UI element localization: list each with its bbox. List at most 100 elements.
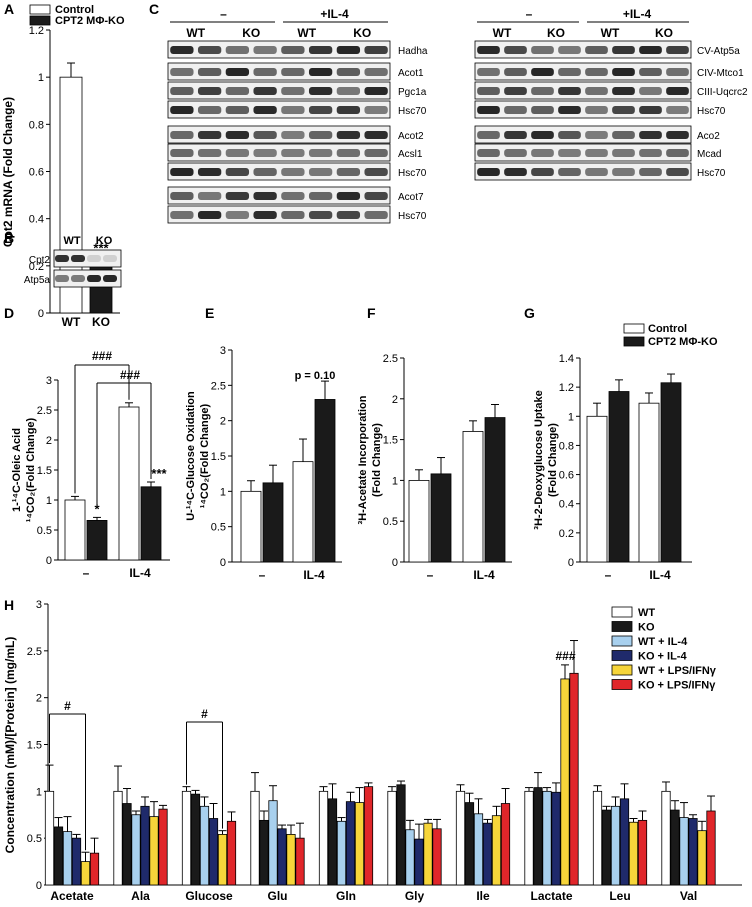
panel-e-ytick-label-2: 1 (220, 486, 226, 498)
panel-h-bar-glucose-s4 (217, 834, 228, 886)
panel-b-band (71, 255, 85, 262)
panel-c-right-label-0: CV-Atp5a (697, 46, 740, 57)
panel-c-right-band (558, 46, 581, 54)
panel-a-ytick-label-4: 0.8 (29, 119, 44, 131)
panel-e-ytick-label-4: 2 (220, 416, 226, 428)
panel-h-ylabel: Concentration (mM)/[Protein] (mg/mL) (3, 637, 17, 854)
panel-letter-e: E (205, 305, 214, 321)
panel-h-bar-gln-s5 (363, 786, 374, 886)
panel-h-bar-glucose-s3 (208, 818, 219, 886)
panel-h-legend-swatch-1 (611, 621, 633, 632)
panel-c-right-band (666, 106, 689, 114)
panel-c-left-band (336, 168, 361, 176)
panel-c-right-band (612, 68, 635, 76)
panel-h-xtick-gly: Gly (405, 889, 425, 903)
legend-top-ko-swatch (29, 15, 51, 26)
panel-c-left-band (197, 131, 222, 139)
panel-h-bar-gly-s0 (387, 790, 397, 886)
panel-c-left-band (253, 168, 277, 176)
panel-c-left-band (336, 131, 361, 139)
panel-c-left-blot-row-3 (167, 100, 391, 119)
panel-c-left-band (281, 168, 305, 176)
panel-c-left-label-4: Acot2 (398, 131, 424, 142)
panel-c-left-band (225, 168, 250, 176)
panel-a-ytick-label-5: 1 (38, 72, 44, 84)
panel-c-right-blot-row-6 (474, 162, 692, 181)
panel-h-ytick-label-5: 2.5 (27, 646, 42, 658)
panel-h-bar-ala-s1 (122, 803, 132, 886)
panel-c-right-band (666, 87, 689, 95)
panel-c-right-band (639, 106, 662, 114)
panel-c-left-band (225, 192, 250, 200)
panel-c-right-band (666, 46, 689, 54)
panel-f-ylabel-0: ³H-Acetate Incorporation (357, 395, 369, 524)
panel-c-left-band (253, 46, 277, 54)
panel-c-left-band (336, 106, 361, 114)
panel-f-ytick-label-3: 1.5 (383, 435, 398, 447)
panel-letter-b: B (4, 230, 14, 246)
panel-h-bar-ile-s5 (500, 803, 511, 886)
panel-c-left-band (170, 106, 194, 114)
panel-c-left-band (281, 131, 305, 139)
panel-c-right-band (531, 131, 554, 139)
panel-e-pvalue: p = 0.10 (295, 370, 336, 382)
panel-h-ytick-label-0: 0 (36, 880, 42, 892)
panel-g-ytick-label-1: 0.2 (559, 528, 574, 540)
panel-h-bar-glu-s1 (259, 819, 269, 886)
panel-c-left-band (364, 192, 388, 200)
panel-e-ytick-label-5: 2.5 (211, 380, 226, 392)
panel-c-right-band (558, 106, 581, 114)
panel-a-xtick-0: WT (62, 315, 81, 329)
panel-c-right-band (504, 87, 527, 95)
panel-e-xtick-1: IL-4 (303, 568, 325, 582)
panel-c-left-band (170, 87, 194, 95)
panel-h-bar-lactate-s2 (542, 790, 552, 886)
panel-c-right-label-4: Aco2 (697, 131, 720, 142)
panel-b-band (103, 255, 117, 262)
panel-c-left-band (197, 46, 222, 54)
panel-d-xtick-0: – (83, 566, 90, 580)
panel-c-right-band (639, 131, 662, 139)
panel-c-left-band (281, 87, 305, 95)
panel-d-ylabel-1: ¹⁴CO₂(Fold Change) (25, 417, 37, 522)
panel-h-xtick-gln: Gln (336, 889, 356, 903)
panel-d-ytick-label-2: 1 (46, 495, 52, 507)
panel-h-bar-glucose-s0 (181, 790, 192, 886)
panel-e-bar-s0-g0 (240, 490, 262, 563)
panel-c-right-band (558, 131, 581, 139)
panel-h-bar-glu-s2 (268, 800, 278, 886)
panel-h-legend-label-5: KO + LPS/IFNγ (638, 680, 716, 692)
panel-c-left-band (225, 46, 250, 54)
panel-c-left-band (253, 68, 277, 76)
panel-c-left-label-0: Hadha (398, 46, 428, 57)
panel-c-right-blot-row-4 (474, 125, 692, 144)
panel-g-ytick-label-2: 0.4 (559, 499, 574, 511)
panel-h-xtick-acetate: Acetate (50, 889, 94, 903)
panel-c-left-band (281, 192, 305, 200)
panel-c-right-band (639, 168, 662, 176)
panel-h-bar-leu-s5 (637, 819, 648, 886)
panel-g-bar-s1-g0 (608, 391, 630, 563)
panel-c-right-band (531, 168, 554, 176)
panel-c-right-band (639, 149, 662, 157)
panel-c-left-band (364, 106, 388, 114)
panel-h-legend-label-4: WT + LPS/IFNγ (638, 665, 717, 677)
panel-b-band (55, 255, 69, 262)
panel-h-bar-glucose-s5 (226, 820, 237, 886)
panel-c-left-band (308, 131, 333, 139)
panel-b-label-cpt2: Cpt2 (29, 255, 51, 266)
panel-h-xtick-glucose: Glucose (185, 889, 233, 903)
panel-c-left-band (170, 211, 194, 219)
panel-h-bar-lactate-s5 (569, 672, 579, 886)
panel-h-bar-acetate-s4 (80, 861, 91, 886)
panel-h-xtick-val: Val (680, 889, 697, 903)
panel-h-bar-gln-s0 (318, 790, 329, 886)
panel-c-right-geno-0: WT (493, 26, 512, 40)
panel-c-right-band (477, 149, 500, 157)
panel-c-right-blot-row-2 (474, 81, 692, 100)
panel-e-bar-s1-g0 (262, 482, 284, 563)
panel-h-bar-glu-s3 (277, 828, 287, 886)
legend-g-control-label: Control (648, 323, 687, 335)
panel-c-right-band (666, 168, 689, 176)
panel-c-left-blot-row-7 (167, 186, 391, 205)
